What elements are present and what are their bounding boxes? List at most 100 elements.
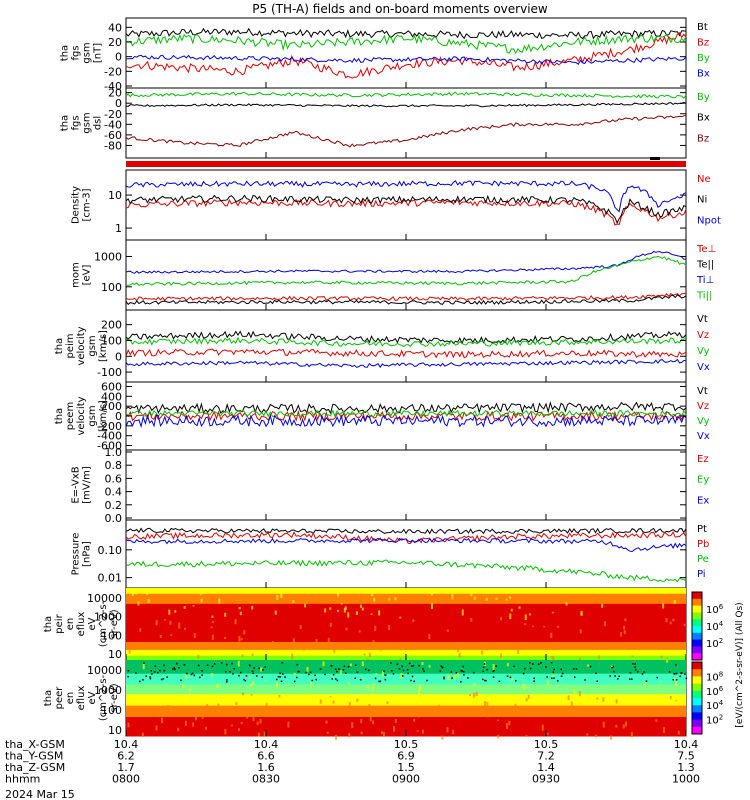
spectrogram-speckle xyxy=(565,711,568,715)
spectrogram-speckle xyxy=(556,625,559,628)
spectrogram-speckle xyxy=(257,732,260,737)
spectrogram-speckle xyxy=(492,663,495,670)
no-data-speckle xyxy=(685,677,688,680)
y-axis-label: peem xyxy=(65,402,76,430)
y-tick-label: 0.2 xyxy=(105,499,123,512)
no-data-speckle xyxy=(461,670,463,672)
spectrogram-speckle xyxy=(212,620,215,623)
spectrogram-speckle xyxy=(457,649,460,653)
spectrogram-speckle xyxy=(310,681,313,685)
y-axis-label: gsm xyxy=(82,42,93,63)
spectrogram-speckle xyxy=(137,601,140,606)
y-axis-label: tha xyxy=(43,690,54,706)
spectrogram-speckle xyxy=(418,689,421,695)
spectrogram-band xyxy=(126,673,686,685)
spectrogram-speckle xyxy=(147,599,150,603)
spectrogram-speckle xyxy=(410,647,413,651)
spectrogram-speckle xyxy=(192,605,195,607)
spectrogram-speckle xyxy=(394,597,397,601)
spectrogram-speckle xyxy=(278,694,281,698)
spectrogram-speckle xyxy=(375,673,378,675)
legend-label: Ey xyxy=(697,475,709,486)
legend-label: Pb xyxy=(697,539,709,550)
y-tick-label: 10 xyxy=(108,189,122,202)
no-data-speckle xyxy=(297,670,299,673)
spectrogram-speckle xyxy=(300,706,303,712)
legend-label: Vz xyxy=(697,401,709,412)
colorbar-segment xyxy=(692,705,702,713)
y-tick-label: 200 xyxy=(101,319,122,332)
no-data-speckle xyxy=(315,678,317,681)
spectrogram-speckle xyxy=(546,732,549,735)
no-data-speckle xyxy=(305,671,307,674)
no-data-speckle xyxy=(482,670,484,673)
spectrogram-speckle xyxy=(159,634,162,638)
spectrogram-speckle xyxy=(461,609,464,616)
spectrogram-speckle xyxy=(573,689,576,694)
x-axis-value: 0830 xyxy=(252,773,280,786)
y-axis-label: velocity xyxy=(76,396,87,435)
y-tick-label: 1000 xyxy=(94,684,122,697)
spectrogram-speckle xyxy=(131,592,134,596)
no-data-speckle xyxy=(330,665,333,667)
spectrogram-speckle xyxy=(224,612,227,617)
no-data-speckle xyxy=(515,679,517,682)
no-data-speckle xyxy=(379,680,382,683)
spectrogram-speckle xyxy=(306,666,309,672)
no-data-speckle xyxy=(486,668,488,671)
spectrogram-speckle xyxy=(332,700,335,704)
spectrogram-speckle xyxy=(444,709,447,716)
series-line-Te|| xyxy=(125,294,687,306)
panel-frame xyxy=(125,87,687,159)
spectrogram-speckle xyxy=(363,653,366,656)
spectrogram-speckle xyxy=(292,638,295,644)
no-data-speckle xyxy=(354,677,357,680)
y-axis-label: tha xyxy=(54,408,65,424)
legend-label: Vy xyxy=(697,346,710,357)
spectrogram-speckle xyxy=(360,731,363,735)
no-data-speckle xyxy=(681,672,683,674)
spectrogram-speckle xyxy=(543,626,546,628)
spectrogram-speckle xyxy=(361,607,364,611)
spectrogram-speckle xyxy=(401,590,404,594)
no-data-speckle xyxy=(163,669,166,672)
spectrogram-speckle xyxy=(185,674,188,680)
spectrogram-speckle xyxy=(193,633,196,639)
series-line-Pt xyxy=(125,527,687,535)
no-data-speckle xyxy=(410,679,412,682)
no-data-speckle xyxy=(401,665,404,668)
spectrogram-speckle xyxy=(681,644,684,648)
no-data-speckle xyxy=(220,662,223,664)
y-axis-label: E=-VxB xyxy=(71,466,82,503)
spectrogram-speckle xyxy=(237,660,240,667)
x-axis-value: 10.4 xyxy=(674,738,699,751)
legend-label: Ex xyxy=(697,495,709,506)
no-data-speckle xyxy=(462,665,464,668)
colorbar-tick-label: 104 xyxy=(706,620,724,633)
no-data-speckle xyxy=(261,676,264,678)
spectrogram-speckle xyxy=(447,674,450,681)
no-data-speckle xyxy=(540,662,542,664)
spectrogram-speckle xyxy=(601,604,604,608)
spectrogram-speckle xyxy=(496,719,499,721)
no-data-speckle xyxy=(153,671,156,673)
spectrogram-speckle xyxy=(155,620,158,626)
no-data-speckle xyxy=(589,665,592,668)
x-axis-value: 0930 xyxy=(532,773,560,786)
legend-label: Bz xyxy=(697,133,709,144)
spectrogram-speckle xyxy=(547,709,550,715)
no-data-speckle xyxy=(347,665,350,668)
spectrogram-speckle xyxy=(623,630,626,634)
spectrogram-speckle xyxy=(218,598,221,604)
spectrogram-speckle xyxy=(595,734,598,738)
spectrogram-speckle xyxy=(343,607,346,613)
spectrogram-speckle xyxy=(250,694,253,696)
series-line-Pi xyxy=(125,537,687,553)
spectrogram-speckle xyxy=(369,715,372,722)
colorbar-segment xyxy=(692,669,702,677)
spectrogram-speckle xyxy=(583,709,586,715)
no-data-speckle xyxy=(145,675,147,677)
spectrogram-speckle xyxy=(211,634,214,640)
y-tick-label: -20 xyxy=(104,108,122,121)
no-data-speckle xyxy=(532,663,534,665)
